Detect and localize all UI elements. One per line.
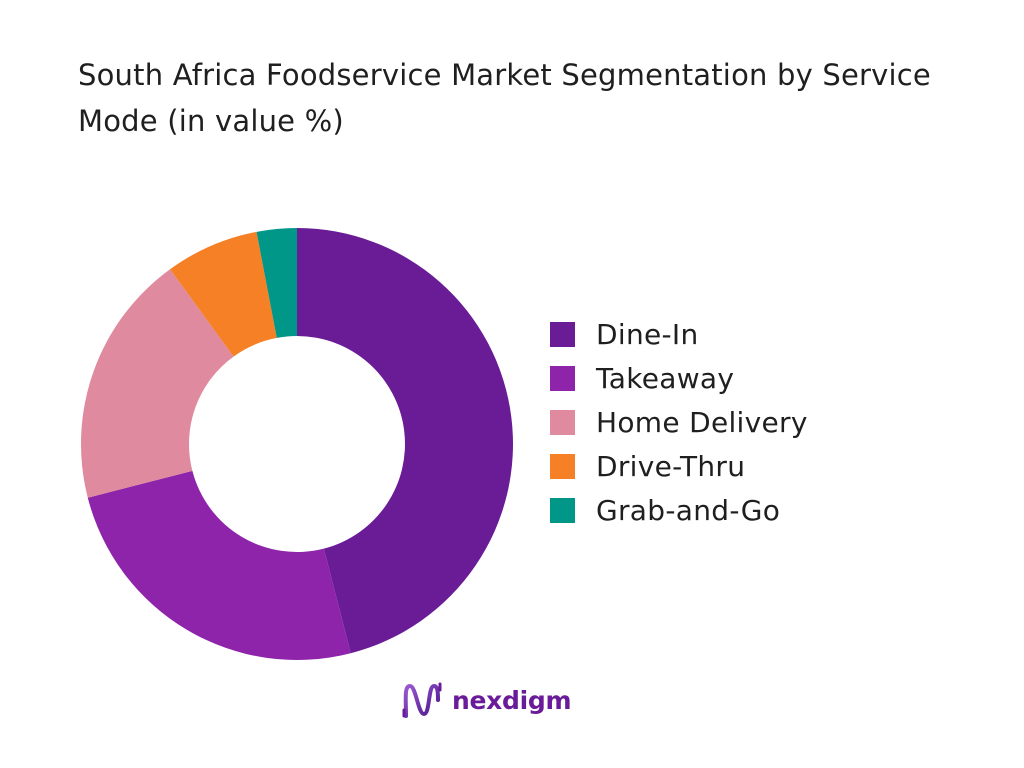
slice-grab-and-go	[256, 228, 297, 338]
slice-dine-in	[297, 227, 514, 654]
legend: Dine-In Takeaway Home Delivery Drive-Thru Gr…	[550, 312, 808, 532]
slice-drive-thru	[170, 231, 277, 357]
legend-item-takeaway: Takeaway	[550, 356, 808, 400]
legend-label: Takeaway	[596, 361, 735, 395]
slice-home-delivery	[81, 269, 234, 498]
brand-name: nexdigm	[452, 685, 572, 715]
legend-label: Home Delivery	[596, 405, 808, 439]
legend-item-drive-thru: Drive-Thru	[550, 444, 808, 488]
slice-takeaway	[87, 470, 351, 661]
legend-label: Drive-Thru	[596, 449, 746, 483]
legend-label: Grab-and-Go	[596, 493, 781, 527]
brand-logo: nexdigm	[400, 680, 572, 720]
legend-item-home-delivery: Home Delivery	[550, 400, 808, 444]
legend-swatch	[550, 365, 575, 391]
legend-swatch	[550, 497, 575, 523]
legend-label: Dine-In	[596, 317, 699, 351]
legend-swatch	[550, 321, 575, 347]
legend-swatch	[550, 453, 575, 479]
legend-item-dine-in: Dine-In	[550, 312, 808, 356]
legend-swatch	[550, 409, 575, 435]
legend-item-grab-and-go: Grab-and-Go	[550, 488, 808, 532]
chart-title: South Africa Foodservice Market Segmenta…	[78, 58, 931, 138]
nexdigm-logo-icon	[402, 682, 442, 718]
